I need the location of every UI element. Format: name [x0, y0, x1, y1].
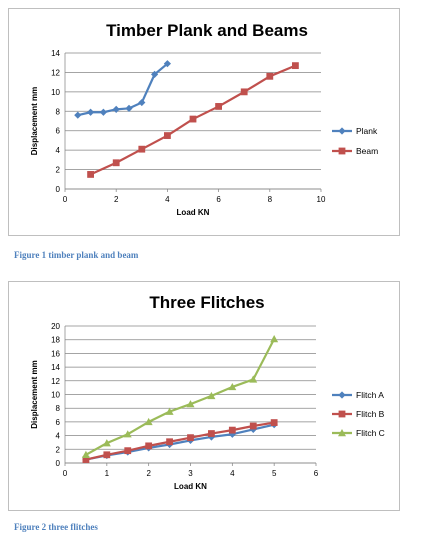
chart-2-x-tick-label: 1: [105, 469, 110, 478]
chart-2-y-tick-label: 0: [56, 459, 61, 468]
chart-1-y-tick-label: 0: [56, 185, 61, 194]
chart-1-y-tick-label: 10: [51, 88, 60, 97]
chart-2-series-flitch-a-legend-marker: [338, 391, 346, 399]
chart-2-series-flitch-b-point: [228, 426, 236, 434]
chart-1-series-beam-point: [112, 159, 120, 167]
chart-1-x-tick-label: 10: [317, 195, 326, 204]
chart-2-x-tick-label: 5: [272, 469, 277, 478]
chart-2-series-flitch-c-point: [81, 450, 90, 458]
chart-1-series-beam-point: [87, 171, 94, 178]
chart-2-series-flitch-c-point: [144, 417, 153, 426]
chart-1-series-plank-point: [74, 111, 82, 119]
chart-1-y-tick-label: 12: [51, 68, 60, 77]
chart-2-series-flitch-c-point: [186, 400, 195, 408]
chart-2-series-flitch-a-legend-label: Flitch A: [356, 390, 384, 400]
chart-1-title: Timber Plank and Beams: [106, 21, 308, 40]
chart-2-series-flitch-b-line: [85, 421, 275, 461]
chart-2-x-axis-title: Load KN: [174, 482, 207, 491]
chart-three-flitches: Three Flitches 0 2 4 6 8 10 12 14 16 18 20 0 1 2 3 4 5 6 Lo…: [8, 281, 400, 511]
chart-2-y-axis-title: Displacement mm: [30, 360, 39, 428]
chart-1-series-beam-point: [164, 132, 171, 139]
chart-1-x-tick-label: 4: [165, 195, 170, 204]
chart-1-y-tick-label: 6: [56, 127, 61, 136]
chart-1-series-plank-point: [125, 104, 133, 112]
chart-1-series-plank-legend-label: Plank: [356, 126, 378, 136]
chart-1-series-beam-point: [292, 62, 299, 70]
chart-2-series-flitch-b-point: [208, 430, 215, 437]
chart-2-series-flitch-b-point: [124, 447, 132, 455]
chart-2-x-tick-label: 0: [63, 469, 68, 478]
chart-1-svg: Timber Plank and Beams 0 2 4 6 8 10 12 14 0 2 4 6 8 10…: [30, 21, 378, 217]
chart-1-y-tick-label: 8: [56, 107, 61, 116]
chart-2-x-tick-label: 2: [146, 469, 151, 478]
chart-2-series-flitch-c-legend-marker: [338, 429, 346, 437]
chart-2-series-flitch-c-point: [123, 430, 132, 438]
chart-1-y-tick-label: 14: [51, 49, 60, 58]
chart-1-series-plank-line: [77, 62, 169, 117]
chart-1-x-axis-title: Load KN: [177, 208, 210, 217]
chart-1-series-beam-point: [240, 88, 248, 96]
chart-1-series-beam-legend-marker: [338, 147, 346, 155]
chart-1-series-beam-point: [138, 145, 146, 153]
chart-2-y-tick-label: 4: [56, 432, 61, 441]
chart-2-y-tick-label: 2: [56, 445, 61, 454]
chart-1-series-beam-point: [215, 103, 222, 110]
chart-1-series-plank-point: [138, 98, 146, 107]
chart-1-series-plank-point: [87, 108, 95, 116]
chart-2-series-flitch-c-line: [85, 338, 276, 456]
chart-2-series-flitch-b-point: [103, 451, 111, 459]
chart-1-series-beam-point: [266, 72, 274, 80]
chart-2-y-tick-label: 10: [51, 391, 60, 400]
chart-2-x-tick-label: 3: [188, 469, 193, 478]
chart-2-series-flitch-c-point: [102, 439, 111, 447]
chart-1-series-beam-legend-label: Beam: [356, 146, 378, 156]
chart-1-series-plank-point: [99, 108, 107, 116]
chart-2-series-flitch-c-point: [207, 391, 216, 400]
chart-2-series-flitch-c-legend-label: Flitch C: [356, 428, 385, 438]
chart-2-series-flitch-b-point: [270, 419, 278, 426]
chart-1-y-tick-label: 2: [56, 166, 61, 175]
chart-1-series-plank-point: [112, 105, 120, 113]
figure-2-caption: Figure 2 three flitches: [14, 522, 98, 532]
chart-1-x-tick-label: 0: [63, 195, 68, 204]
chart-timber-plank-and-beams: Timber Plank and Beams 0 2 4 6 8 10 12 14 0 2 4 6 8 10…: [8, 8, 400, 236]
chart-1-y-axis-title: Displacement mm: [30, 87, 39, 155]
chart-2-series-flitch-b-legend-label: Flitch B: [356, 409, 385, 419]
chart-2-series-flitch-c-point: [249, 375, 258, 383]
chart-2-series-flitch-b-legend-marker: [338, 410, 346, 418]
chart-1-x-tick-label: 8: [268, 195, 273, 204]
chart-2-series-flitch-b-point: [82, 456, 90, 463]
chart-2-x-tick-label: 6: [314, 469, 319, 478]
chart-2-y-tick-label: 8: [56, 404, 61, 413]
chart-1-series-plank-point: [151, 70, 159, 78]
chart-2-series-flitch-c-point: [270, 335, 279, 343]
chart-2-series-flitch-c-point: [165, 407, 174, 415]
chart-2-series-flitch-b-point: [187, 434, 194, 442]
chart-2-y-tick-label: 14: [51, 363, 60, 372]
chart-2-y-tick-label: 6: [56, 418, 61, 427]
chart-2-y-tick-label: 12: [51, 377, 60, 386]
chart-2-title: Three Flitches: [149, 293, 264, 312]
chart-1-x-tick-label: 2: [114, 195, 119, 204]
chart-1-x-tick-label: 6: [216, 195, 221, 204]
chart-1-series-beam-point: [189, 115, 197, 123]
chart-1-series-plank-point: [163, 60, 171, 68]
chart-1-series-plank-legend-marker: [338, 127, 346, 135]
figure-1-caption: Figure 1 timber plank and beam: [14, 250, 139, 260]
chart-2-series-flitch-b-point: [145, 442, 153, 450]
chart-2-series-flitch-b-point: [166, 438, 173, 446]
chart-1-y-tick-label: 4: [56, 146, 61, 155]
chart-2-y-tick-label: 16: [51, 349, 60, 358]
chart-2-y-tick-label: 18: [51, 336, 60, 345]
chart-2-series-flitch-b-point: [249, 422, 257, 430]
chart-2-x-tick-label: 4: [230, 469, 235, 478]
chart-2-y-tick-label: 20: [51, 322, 60, 331]
chart-2-series-flitch-c-point: [228, 382, 237, 391]
